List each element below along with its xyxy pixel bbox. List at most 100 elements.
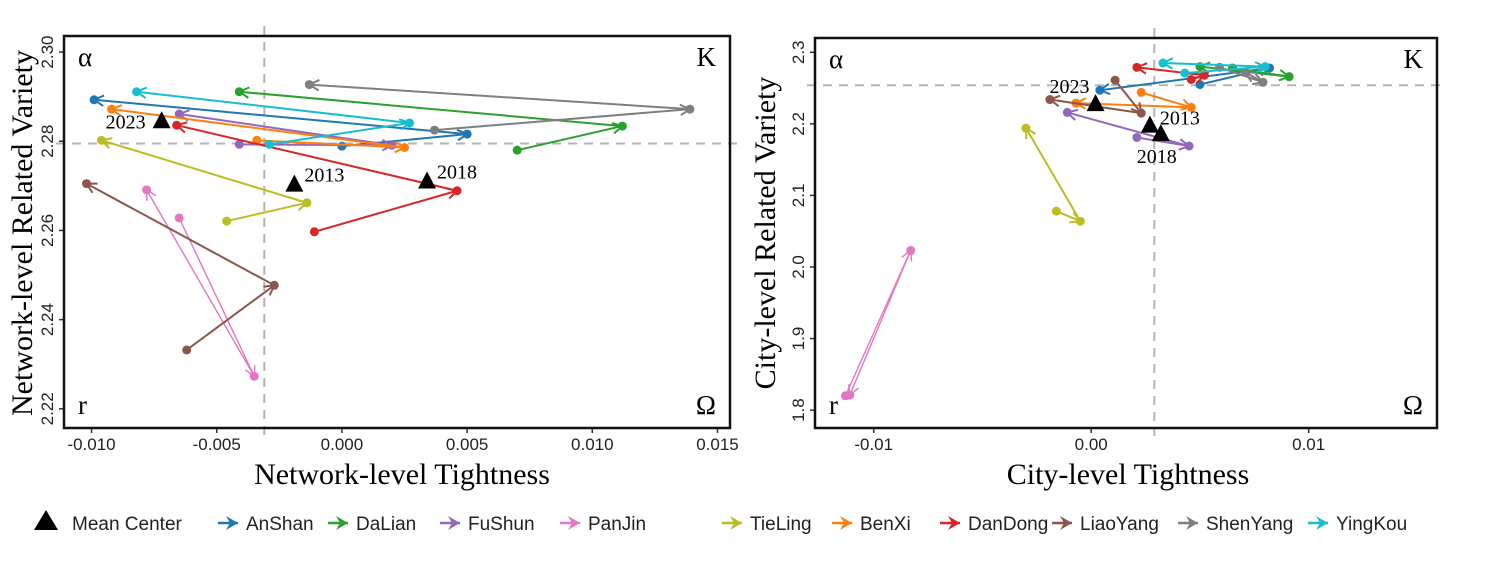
legend-arrow-icon bbox=[336, 516, 348, 530]
series-group bbox=[840, 57, 1294, 401]
mean-center-group: 2013 2018 2023 bbox=[1050, 76, 1200, 168]
point-2018 bbox=[685, 104, 695, 114]
point-2018 bbox=[617, 121, 627, 131]
point-2018 bbox=[1186, 102, 1196, 112]
legend-label: DanDong bbox=[968, 514, 1048, 535]
series-dandong bbox=[172, 120, 462, 237]
point-2013 bbox=[1136, 87, 1146, 97]
segment-2013-2018 bbox=[434, 108, 691, 132]
legend-item-panjin: PanJin bbox=[560, 514, 646, 535]
point-2013 bbox=[1186, 75, 1196, 85]
point-2023 bbox=[234, 87, 244, 97]
mean-center-year-label-2018: 2018 bbox=[1137, 146, 1177, 168]
y-axis-title: City-level Related Variety bbox=[749, 77, 782, 390]
y-tick-label: 1.9 bbox=[789, 327, 808, 351]
y-tick-label: 2.24 bbox=[38, 303, 57, 336]
point-2023 bbox=[1021, 123, 1031, 133]
legend-item-fushun: FuShun bbox=[440, 514, 535, 535]
mean-center-group: 2013 2018 2023 bbox=[106, 111, 477, 192]
x-axis-title: City-level Tightness bbox=[1007, 458, 1250, 491]
legend-mean-center-icon bbox=[34, 510, 58, 530]
segment-2013-2018 bbox=[516, 125, 623, 152]
segment-2018-2023 bbox=[179, 113, 393, 147]
y-tick-label: 2.0 bbox=[789, 255, 808, 279]
legend-mean-center-label: Mean Center bbox=[72, 514, 183, 535]
segment-2013-2018 bbox=[178, 217, 255, 377]
point-2013 bbox=[1195, 80, 1205, 90]
point-2023 bbox=[1158, 58, 1168, 68]
legend-arrow-icon bbox=[730, 516, 742, 530]
point-2013 bbox=[309, 227, 319, 237]
x-tick-label: -0.01 bbox=[854, 435, 893, 454]
point-2023 bbox=[1095, 85, 1105, 95]
point-2023 bbox=[845, 390, 855, 400]
quadrant-label-k: K bbox=[1404, 44, 1424, 74]
legend-label: TieLing bbox=[750, 514, 812, 535]
plot-frame bbox=[62, 34, 732, 430]
point-2018 bbox=[1258, 77, 1268, 87]
legend-item-dalian: DaLian bbox=[328, 514, 416, 535]
point-2023 bbox=[172, 120, 182, 130]
point-2018 bbox=[302, 198, 312, 208]
mean-center-marker-2023 bbox=[152, 111, 171, 129]
point-2018 bbox=[1136, 108, 1146, 118]
legend-label: FuShun bbox=[468, 514, 535, 535]
point-2023 bbox=[1062, 107, 1072, 117]
legend-label: PanJin bbox=[588, 514, 646, 535]
series-yingkou bbox=[1158, 57, 1270, 78]
segment-2018-2023 bbox=[1136, 66, 1205, 77]
point-2018 bbox=[452, 186, 462, 196]
point-2023 bbox=[132, 87, 142, 97]
legend-item-tieling: TieLing bbox=[722, 514, 812, 535]
legend-arrow-icon bbox=[1316, 516, 1328, 530]
x-tick-label: 0.000 bbox=[321, 435, 364, 454]
y-tick-label: 1.8 bbox=[789, 398, 808, 422]
segment-2018-2023 bbox=[93, 98, 468, 136]
segment-2018-2023 bbox=[136, 90, 410, 124]
legend-label: BenXi bbox=[860, 514, 911, 535]
series-dandong bbox=[1132, 62, 1209, 85]
legend-arrow-icon bbox=[568, 516, 580, 530]
point-2023 bbox=[1132, 62, 1142, 72]
series-liaoyang bbox=[82, 179, 279, 355]
segment-2013-2018 bbox=[1184, 65, 1266, 75]
segment-2013-2018 bbox=[1140, 91, 1192, 109]
point-2018 bbox=[1260, 62, 1270, 72]
x-axis-title: Network-level Tightness bbox=[254, 458, 550, 491]
x-tick-label: 0.005 bbox=[446, 435, 489, 454]
legend-arrow-icon bbox=[840, 516, 852, 530]
x-tick-label: 0.015 bbox=[696, 435, 739, 454]
legend-label: AnShan bbox=[246, 514, 314, 535]
quadrant-label-omega: Ω bbox=[696, 390, 716, 420]
mean-center-year-label-2018: 2018 bbox=[437, 161, 477, 183]
mean-center-marker-2013 bbox=[285, 174, 304, 192]
segment-2013-2018 bbox=[186, 284, 275, 351]
segment-2013-2018 bbox=[1114, 79, 1143, 114]
point-2018 bbox=[1184, 141, 1194, 151]
legend-label: ShenYang bbox=[1206, 514, 1293, 535]
legend-item-dandong: DanDong bbox=[940, 514, 1048, 535]
x-tick-label: 0.010 bbox=[571, 435, 614, 454]
x-tick-label: 0.01 bbox=[1292, 435, 1325, 454]
segment-2018-2023 bbox=[849, 250, 912, 396]
panel-city-level: 2013 2018 2023 -0.01 0.00 0.01 1.8 1.9 2.0 2.1 2… bbox=[749, 28, 1447, 491]
series-tieling bbox=[97, 135, 312, 226]
point-2023 bbox=[304, 80, 314, 90]
point-2013 bbox=[1051, 206, 1061, 216]
series-liaoyang bbox=[1045, 75, 1146, 118]
y-tick-label: 2.26 bbox=[38, 214, 57, 247]
point-2023 bbox=[107, 104, 117, 114]
mean-center-year-label-2013: 2013 bbox=[1160, 108, 1200, 130]
mean-center-year-label-2023: 2023 bbox=[106, 111, 146, 133]
series-group bbox=[82, 79, 695, 381]
legend-item-shenyang: ShenYang bbox=[1178, 514, 1293, 535]
legend-label: LiaoYang bbox=[1080, 514, 1159, 535]
y-axis-ticks: 2.22 2.24 2.26 2.28 2.30 bbox=[38, 36, 64, 425]
legend-item-yingkou: YingKou bbox=[1308, 514, 1407, 535]
series-tieling bbox=[1021, 123, 1085, 226]
point-2023 bbox=[82, 179, 92, 189]
segment-2018-2023 bbox=[86, 182, 275, 287]
segment-2013-2018 bbox=[226, 201, 308, 223]
point-2018 bbox=[249, 371, 259, 381]
